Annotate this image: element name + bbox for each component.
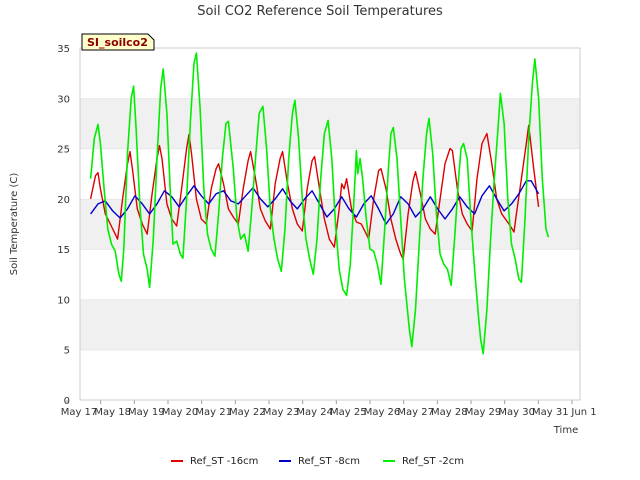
x-tick-label: May 17 <box>61 407 98 418</box>
x-tick-label: May 26 <box>364 407 401 418</box>
site-label-tag <box>81 33 155 51</box>
x-tick-label: May 27 <box>397 407 434 418</box>
x-tick-label: May 29 <box>465 407 502 418</box>
legend: Ref_ST -16cm Ref_ST -8cm Ref_ST -2cm <box>171 456 464 467</box>
y-tick-label: 20 <box>57 195 70 206</box>
x-tick-label: May 22 <box>229 407 266 418</box>
x-tick-label: Jun 1 <box>570 407 596 418</box>
grid-band <box>80 249 580 300</box>
x-tick-label: May 25 <box>330 407 367 418</box>
series-layer <box>89 52 550 355</box>
legend-label-8cm: Ref_ST -8cm <box>298 456 360 467</box>
site-label-box: SI_soilco2 <box>81 33 155 51</box>
y-tick-label: 5 <box>64 346 70 357</box>
y-tick-label: 15 <box>57 245 70 256</box>
legend-label-2cm: Ref_ST -2cm <box>402 456 464 467</box>
y-tick-label: 10 <box>57 295 70 306</box>
x-tick-label: May 28 <box>431 407 468 418</box>
x-tick-label: May 23 <box>263 407 300 418</box>
grid-bands <box>80 47 580 400</box>
grid-band <box>80 299 580 350</box>
x-tick-label: May 24 <box>296 407 333 418</box>
y-tick-label: 35 <box>57 44 70 55</box>
y-tick-label: 25 <box>57 145 70 156</box>
series-ref-st-8cm-line <box>90 180 540 225</box>
series-ref-st-2cm-line <box>89 52 550 355</box>
x-tick-label: May 21 <box>195 407 232 418</box>
plot-frame <box>79 47 581 401</box>
x-tick-label: May 18 <box>94 407 131 418</box>
x-tick-label: May 20 <box>162 407 199 418</box>
y-axis-title: Soil Temperature (C) <box>9 173 20 276</box>
x-tick-label: May 31 <box>532 407 569 418</box>
grid-band <box>80 349 580 400</box>
legend-label-16cm: Ref_ST -16cm <box>190 456 258 467</box>
chart-title: Soil CO2 Reference Soil Temperatures <box>197 4 443 19</box>
x-tick-label: May 19 <box>128 407 165 418</box>
x-tick-label: May 30 <box>498 407 535 418</box>
grid-band <box>80 48 580 99</box>
x-axis-title: Time <box>553 425 578 436</box>
site-label-text: SI_soilco2 <box>87 36 148 49</box>
y-tick-label: 30 <box>57 94 70 105</box>
